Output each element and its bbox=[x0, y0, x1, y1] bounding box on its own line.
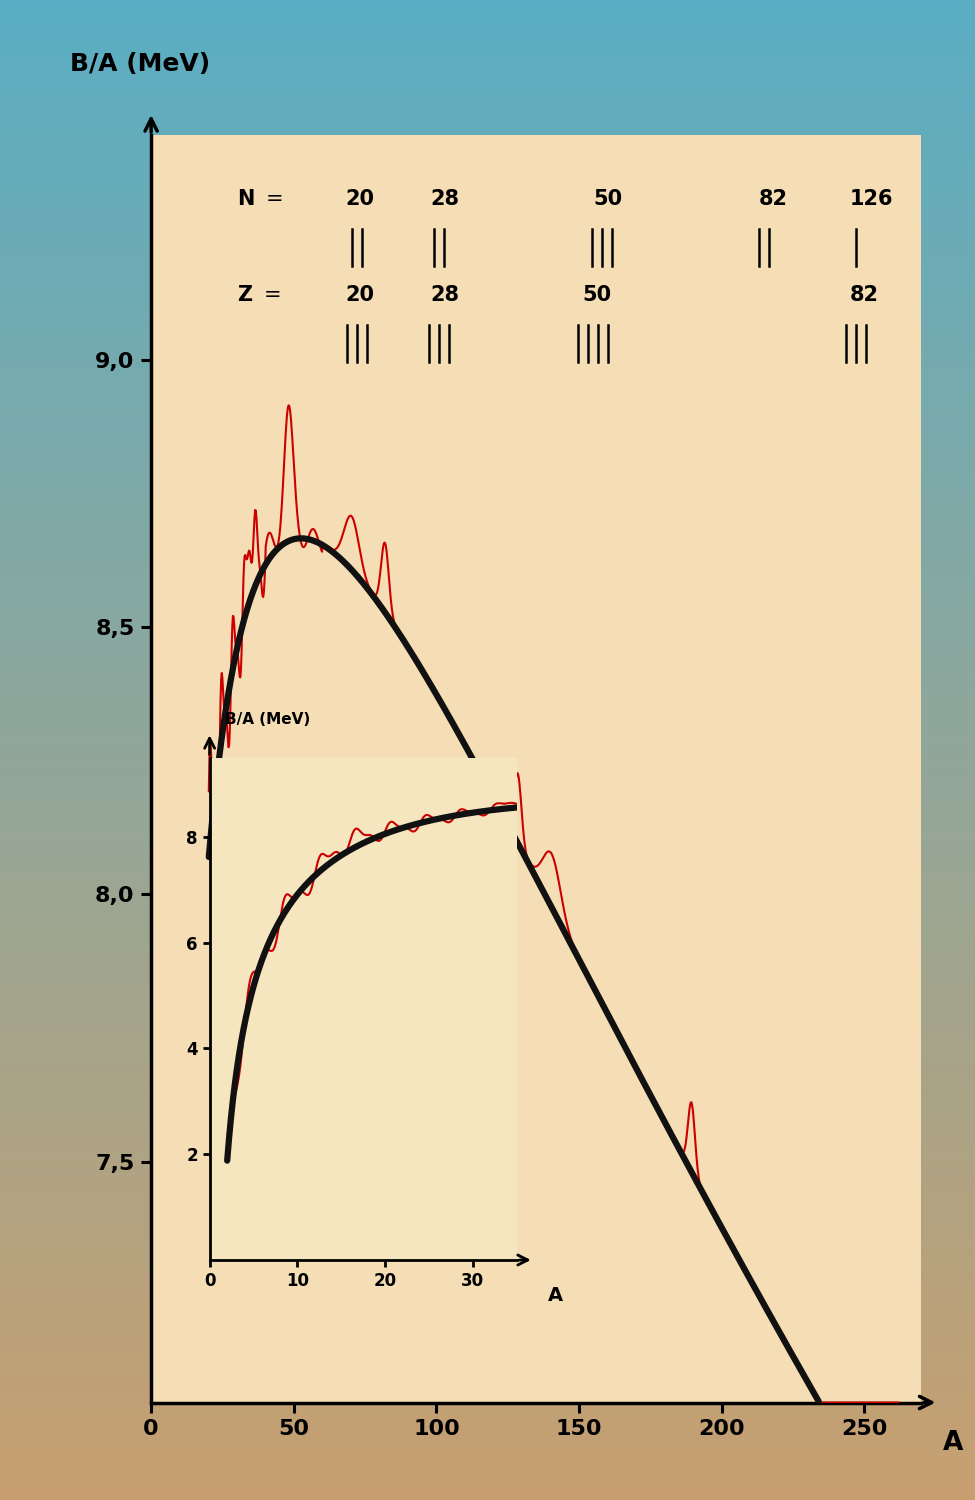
Text: B/A (MeV): B/A (MeV) bbox=[70, 53, 211, 76]
Text: 20: 20 bbox=[345, 189, 374, 209]
Text: A: A bbox=[943, 1430, 963, 1456]
Text: 82: 82 bbox=[850, 285, 879, 306]
Text: 82: 82 bbox=[759, 189, 788, 209]
Text: N $=$: N $=$ bbox=[237, 189, 289, 209]
Text: 28: 28 bbox=[431, 285, 459, 306]
Text: 20: 20 bbox=[345, 285, 374, 306]
Text: 50: 50 bbox=[582, 285, 611, 306]
Text: 28: 28 bbox=[431, 189, 459, 209]
Text: 126: 126 bbox=[850, 189, 893, 209]
Text: 50: 50 bbox=[594, 189, 622, 209]
Text: Z $=$: Z $=$ bbox=[237, 285, 287, 306]
Text: B/A (MeV): B/A (MeV) bbox=[225, 712, 310, 728]
Text: A: A bbox=[548, 1286, 563, 1305]
